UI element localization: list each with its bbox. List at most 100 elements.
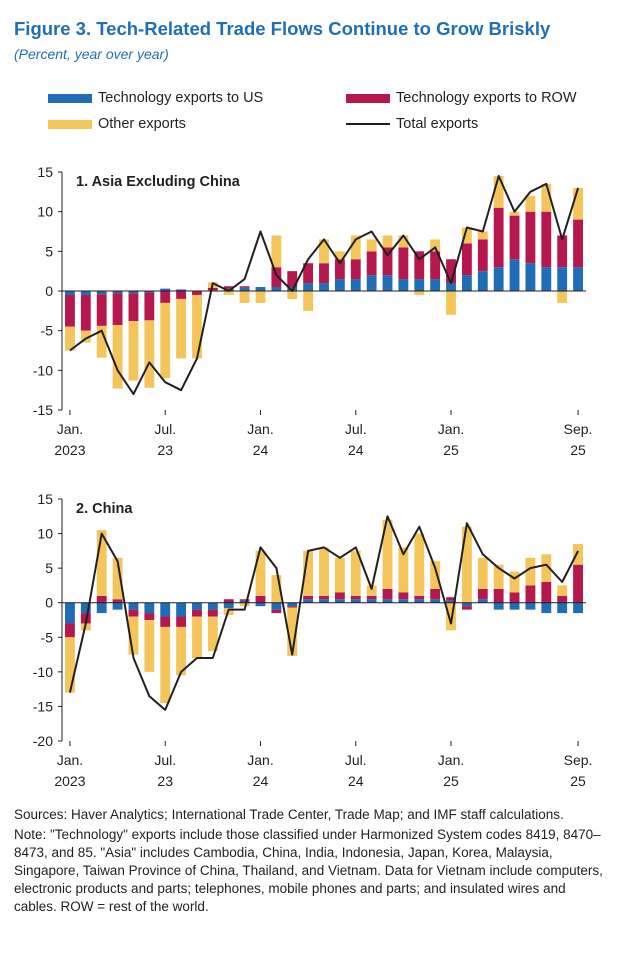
y-tick-label: -5 xyxy=(41,629,54,645)
tech-row-bar xyxy=(287,271,298,288)
other-exports-bar xyxy=(573,543,583,565)
tech-row-bar xyxy=(446,259,456,284)
x-tick-label: 25 xyxy=(570,773,586,789)
other-exports-bar xyxy=(398,547,409,593)
other-exports-bar xyxy=(112,557,123,600)
tech-row-bar xyxy=(80,294,91,331)
tech-row-bar xyxy=(461,243,472,276)
tech-us-bar xyxy=(366,599,377,603)
other-exports-bar xyxy=(382,235,393,248)
tech-row-bar xyxy=(414,251,425,280)
other-exports-bar xyxy=(192,294,202,359)
chart-china: -20 -15 -10 -5 0 5 10 15 Jan. 2023 Jul. 23 Jan. 24 Jul… xyxy=(33,491,593,789)
tech-us-bar xyxy=(509,259,520,291)
total-exports-line xyxy=(68,515,579,711)
tech-row-bar xyxy=(303,595,314,600)
x-tick-label: 23 xyxy=(157,773,173,789)
figure-subtitle: (Percent, year over year) xyxy=(14,46,169,62)
tech-us-bar xyxy=(525,263,536,291)
tech-row-bar xyxy=(65,294,75,327)
other-exports-bar xyxy=(287,607,298,656)
x-tick-label: Jul. xyxy=(345,752,367,768)
tech-row-bar xyxy=(112,293,123,326)
tech-us-bar xyxy=(430,279,441,291)
tech-us-bar xyxy=(493,267,504,291)
notes: Sources: Haver Analytics; International … xyxy=(14,806,604,918)
tech-us-bar xyxy=(128,602,139,610)
tech-row-bar xyxy=(557,235,568,268)
tech-row-bar xyxy=(541,581,552,603)
tech-us-bar xyxy=(334,599,345,603)
other-exports-bar xyxy=(557,585,568,596)
y-tick-label: -20 xyxy=(33,733,53,749)
tech-row-bar xyxy=(176,616,187,627)
other-exports-bar xyxy=(160,302,171,379)
chart-asia-excl-china: -15 -10 -5 0 5 10 15 Jan. 2023 Jul. 23 Jan. 24 Jul. 24… xyxy=(33,164,593,458)
tech-row-bar xyxy=(96,595,107,603)
tech-us-bar xyxy=(461,602,472,607)
tech-row-bar xyxy=(446,597,456,601)
tech-row-bar xyxy=(334,259,345,280)
tech-us-bar xyxy=(477,271,488,291)
other-exports-bar xyxy=(334,557,345,593)
y-tick-label: 5 xyxy=(45,560,53,576)
other-exports-bar xyxy=(207,616,218,652)
tech-row-bar xyxy=(192,609,202,617)
tech-us-bar xyxy=(573,267,583,291)
other-exports-bar xyxy=(223,291,234,295)
tech-us-bar xyxy=(176,289,187,291)
tech-row-bar xyxy=(398,247,409,280)
other-exports-bar xyxy=(525,557,536,586)
other-exports-bar xyxy=(350,235,361,260)
y-tick-label: -10 xyxy=(33,664,53,680)
tech-us-bar xyxy=(350,279,361,291)
tech-us-bar xyxy=(414,599,425,603)
other-exports-bar xyxy=(96,325,107,358)
other-exports-bar xyxy=(461,227,472,244)
tech-us-bar xyxy=(96,291,107,295)
legend-label-row: Technology exports to ROW xyxy=(396,90,577,106)
tech-row-bar xyxy=(207,609,218,617)
tech-us-bar xyxy=(350,599,361,603)
other-exports-bar xyxy=(557,291,568,303)
other-exports-bar xyxy=(112,325,123,389)
other-exports-bar xyxy=(446,602,456,631)
other-exports-bar xyxy=(573,187,583,220)
other-exports-bar xyxy=(128,321,139,381)
other-exports-bar xyxy=(176,626,187,676)
x-tick-label: Jan. xyxy=(438,421,464,437)
y-tick-label: 10 xyxy=(37,204,53,220)
other-exports-bar xyxy=(319,547,329,596)
tech-us-bar xyxy=(128,291,139,294)
tech-row-bar xyxy=(319,595,329,600)
x-tick-label: Jan. xyxy=(57,421,83,437)
other-exports-bar xyxy=(96,530,107,596)
tech-us-bar xyxy=(477,599,488,603)
x-tick-label: Sep. xyxy=(564,752,593,768)
tech-us-bar xyxy=(414,279,425,291)
tech-row-bar xyxy=(493,207,504,268)
other-exports-bar xyxy=(366,239,377,252)
other-exports-bar xyxy=(509,571,520,593)
other-exports-bar xyxy=(80,330,91,343)
tech-us-bar xyxy=(509,602,520,610)
y-tick-label: 0 xyxy=(45,595,53,611)
tech-us-bar xyxy=(80,291,91,295)
tech-row-bar xyxy=(271,609,282,614)
tech-row-bar xyxy=(319,263,329,284)
tech-us-bar xyxy=(541,267,552,291)
tech-us-bar xyxy=(255,602,266,607)
x-tick-label: 25 xyxy=(443,442,459,458)
tech-row-bar xyxy=(239,599,250,601)
other-exports-bar xyxy=(382,519,393,589)
other-exports-bar xyxy=(255,550,266,596)
tech-us-bar xyxy=(144,602,155,614)
tech-us-bar xyxy=(287,602,298,607)
note-text: Note: "Technology" exports include those… xyxy=(14,827,603,914)
other-exports-bar xyxy=(477,557,488,589)
other-exports-bar xyxy=(398,235,409,248)
tech-row-bar xyxy=(350,595,361,600)
tech-us-bar xyxy=(65,602,75,624)
tech-us-bar xyxy=(382,275,393,291)
tech-row-bar xyxy=(128,293,139,322)
